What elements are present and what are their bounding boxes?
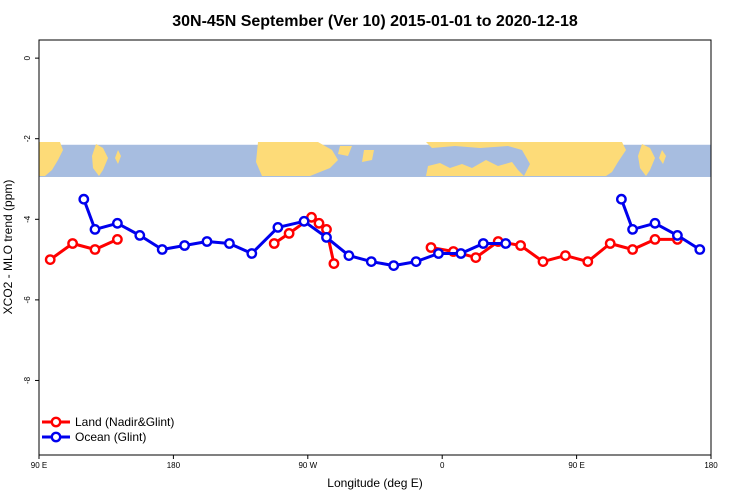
data-point-ocean xyxy=(365,256,377,267)
legend: Land (Nadir&Glint) Ocean (Glint) xyxy=(42,415,174,444)
legend-ocean-marker xyxy=(50,431,62,443)
data-point-ocean xyxy=(321,231,332,243)
data-point-land xyxy=(112,233,123,245)
data-point-ocean xyxy=(156,244,168,255)
data-point-ocean xyxy=(616,193,627,205)
x-axis-label: Longitude (deg E) xyxy=(327,476,422,490)
plot-frame xyxy=(38,39,712,456)
data-point-ocean xyxy=(627,223,638,235)
data-point-ocean xyxy=(455,248,467,259)
series-land-line xyxy=(49,238,119,261)
y-tick-label: -6 xyxy=(23,296,32,304)
y-tick-label: -4 xyxy=(23,215,32,223)
map-land xyxy=(39,142,666,176)
data-point-land xyxy=(515,240,526,251)
data-point-land xyxy=(44,254,56,266)
data-point-ocean xyxy=(223,238,235,249)
series-layer xyxy=(44,193,706,271)
x-tick-label: 0 xyxy=(440,461,445,470)
data-point-ocean xyxy=(246,248,258,259)
data-point-ocean xyxy=(500,238,512,249)
data-point-ocean xyxy=(89,223,101,235)
series-ocean xyxy=(78,193,706,271)
y-tick-label: 0 xyxy=(23,55,32,60)
data-point-ocean xyxy=(78,193,90,205)
data-point-ocean xyxy=(694,244,706,255)
data-point-land xyxy=(604,238,616,249)
data-point-land xyxy=(283,227,295,239)
legend-ocean-label: Ocean (Glint) xyxy=(75,430,146,444)
data-point-land xyxy=(67,238,79,249)
data-point-land xyxy=(470,252,482,264)
x-tick-label: 90 E xyxy=(568,461,584,470)
data-point-land xyxy=(313,217,325,229)
data-point-land xyxy=(582,256,594,267)
data-point-ocean xyxy=(433,248,444,259)
y-tick-label: -8 xyxy=(23,376,32,384)
data-point-ocean xyxy=(477,238,489,249)
data-point-ocean xyxy=(672,229,683,241)
axes: 90 E 180 90 W 0 90 E 180 0 -2 -4 -6 -8 xyxy=(23,55,718,470)
data-point-ocean xyxy=(179,240,191,251)
data-point-land xyxy=(627,244,638,255)
data-point-ocean xyxy=(343,250,355,262)
chart-title: 30N-45N September (Ver 10) 2015-01-01 to… xyxy=(172,13,578,30)
data-point-land xyxy=(328,258,340,269)
data-point-ocean xyxy=(410,256,422,267)
legend-land-label: Land (Nadir&Glint) xyxy=(75,415,174,429)
data-point-land xyxy=(268,238,280,249)
data-point-land xyxy=(560,250,571,262)
world-map-band xyxy=(39,142,711,177)
y-axis-label: XCO2 - MLO trend (ppm) xyxy=(1,180,15,315)
data-point-ocean xyxy=(112,217,123,229)
x-tick-label: 90 W xyxy=(298,461,317,470)
data-point-land xyxy=(425,242,437,253)
data-point-ocean xyxy=(388,260,400,271)
series-land xyxy=(44,211,683,269)
x-tick-label: 180 xyxy=(704,461,718,470)
data-point-ocean xyxy=(201,236,213,247)
data-point-land xyxy=(649,233,661,245)
legend-land-marker xyxy=(50,416,62,428)
y-tick-label: -2 xyxy=(23,135,32,143)
data-point-land xyxy=(537,256,549,267)
data-point-land xyxy=(89,244,101,255)
x-tick-label: 90 E xyxy=(31,461,47,470)
data-point-ocean xyxy=(298,215,310,227)
data-point-ocean xyxy=(649,217,661,229)
data-point-ocean xyxy=(134,229,146,241)
data-point-ocean xyxy=(272,221,284,233)
x-tick-label: 180 xyxy=(167,461,181,470)
